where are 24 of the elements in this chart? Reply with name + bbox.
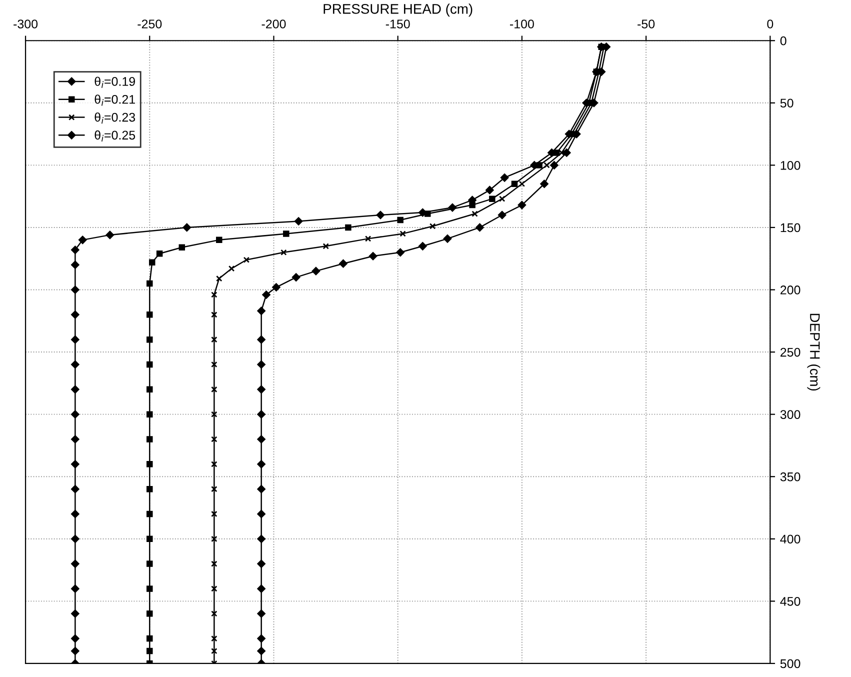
y-tick-label: 500 — [780, 659, 800, 668]
y-tick-label: 200 — [780, 286, 800, 294]
y-tick-label: 50 — [780, 98, 794, 108]
y-tick-label: 150 — [780, 223, 800, 232]
x-tick-label: -250 — [138, 20, 162, 28]
x-axis-title: PRESSURE HEAD (cm) — [324, 4, 472, 17]
x-tick-label: -50 — [638, 20, 655, 28]
y-tick-label: 400 — [780, 534, 800, 544]
y-tick-label: 0 — [780, 36, 786, 46]
y-axis-title: DEPTH (cm) — [807, 314, 820, 391]
y-tick-label: 300 — [780, 410, 800, 419]
legend-label: θ$_{i}$=0.23 — [94, 112, 136, 124]
y-tick-label: 450 — [780, 596, 800, 606]
y-tick-label: 350 — [780, 472, 800, 482]
legend-label: θ$_{i}$=0.25 — [94, 130, 136, 142]
x-tick-label: -300 — [14, 20, 38, 28]
y-tick-label: 250 — [780, 348, 800, 357]
legend-label: θ$_{i}$=0.21 — [94, 94, 135, 106]
legend-label: θ$_{i}$=0.19 — [94, 76, 135, 88]
x-tick-label: 0 — [767, 20, 774, 28]
y-tick-label: 100 — [780, 160, 800, 170]
x-tick-label: -200 — [262, 20, 286, 28]
x-tick-label: -100 — [510, 20, 534, 28]
x-tick-label: -150 — [386, 20, 410, 28]
